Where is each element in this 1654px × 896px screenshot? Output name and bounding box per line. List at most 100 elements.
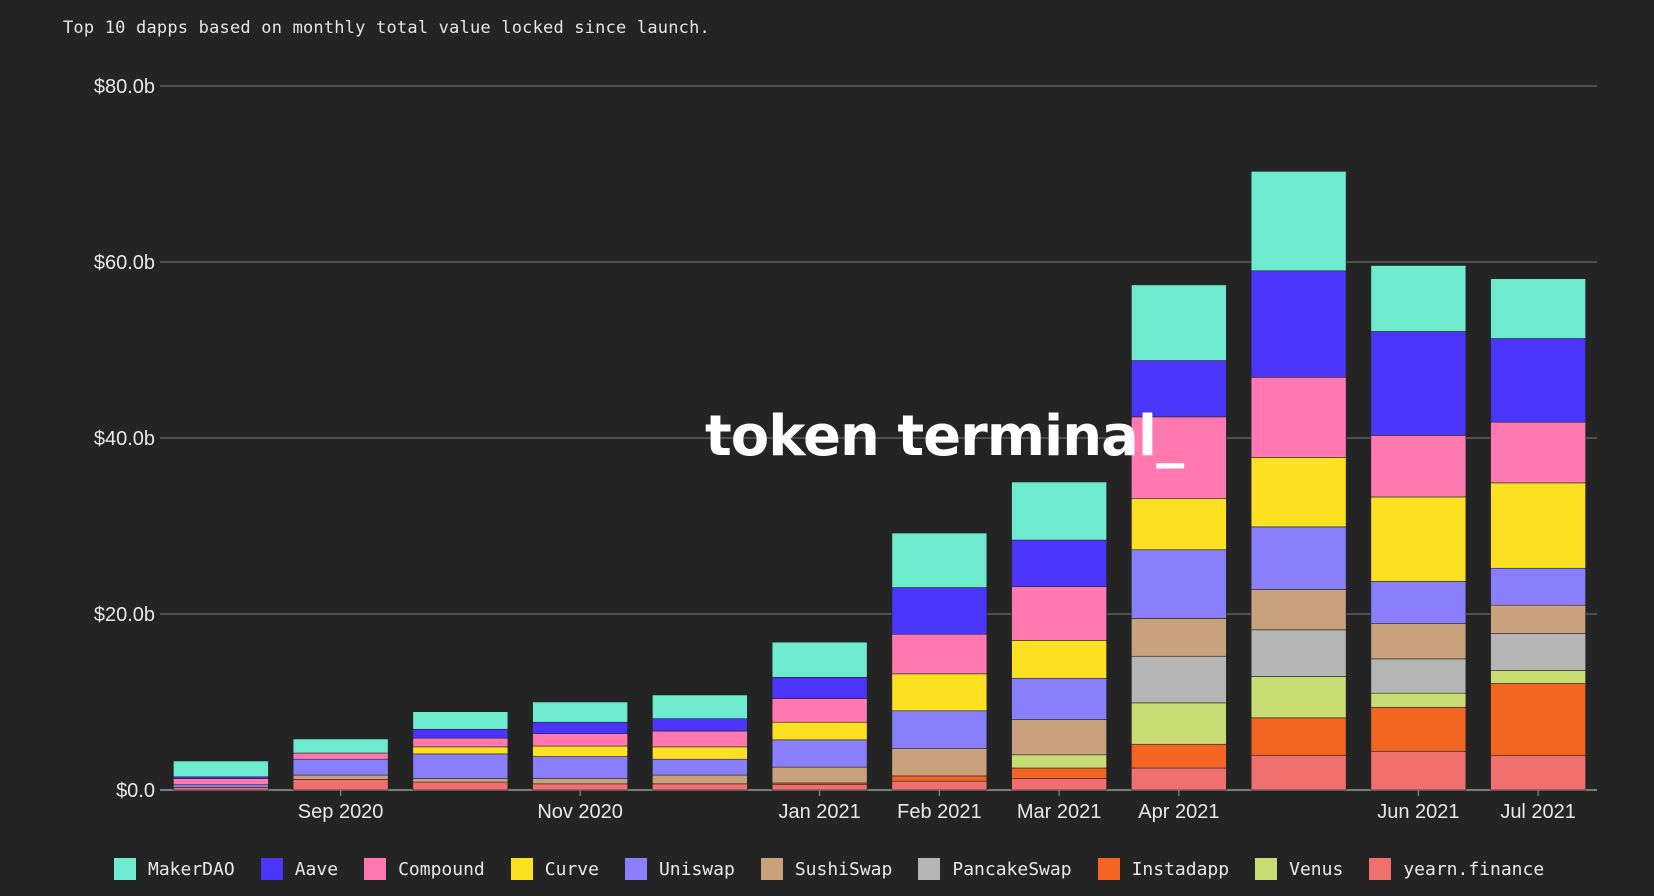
bar-segment[interactable] xyxy=(1011,754,1107,769)
bar-segment[interactable] xyxy=(1370,658,1467,694)
bar-segment[interactable] xyxy=(1250,171,1347,272)
bar-segment[interactable] xyxy=(1011,778,1107,791)
bar-segment[interactable] xyxy=(173,778,269,786)
legend-item[interactable]: Curve xyxy=(510,858,599,880)
bar-segment[interactable] xyxy=(1490,338,1586,423)
bar-segment[interactable] xyxy=(173,787,269,791)
bar-segment[interactable] xyxy=(1250,589,1347,631)
bar-segment[interactable] xyxy=(1490,482,1586,569)
bar-segment[interactable] xyxy=(771,698,868,723)
bar-segment[interactable] xyxy=(412,746,509,755)
bar-segment[interactable] xyxy=(412,778,509,783)
bar-segment[interactable] xyxy=(412,781,509,791)
bar-segment[interactable] xyxy=(532,745,628,757)
bar-segment[interactable] xyxy=(292,774,389,780)
legend-item[interactable]: MakerDAO xyxy=(114,858,235,880)
bar-segment[interactable] xyxy=(1370,331,1467,436)
bar-segment[interactable] xyxy=(1250,717,1347,756)
legend-item[interactable]: Venus xyxy=(1255,858,1343,880)
bar-segment[interactable] xyxy=(1250,676,1347,719)
bar-segment[interactable] xyxy=(891,673,988,712)
bar-segment[interactable] xyxy=(1490,755,1586,791)
bar-segment[interactable] xyxy=(891,633,988,675)
bar-segment[interactable] xyxy=(1370,692,1467,708)
bar-segment[interactable] xyxy=(1490,567,1586,606)
legend-item[interactable]: PancakeSwap xyxy=(918,858,1072,880)
bar-segment[interactable] xyxy=(1131,702,1227,745)
bar-segment[interactable] xyxy=(771,784,868,791)
bar-segment[interactable] xyxy=(1250,457,1347,528)
bar-segment[interactable] xyxy=(771,677,868,699)
bar-segment[interactable] xyxy=(891,780,988,791)
bar-segment[interactable] xyxy=(1011,719,1107,756)
bar-segment[interactable] xyxy=(1011,539,1107,588)
bar-segment[interactable] xyxy=(1370,435,1467,498)
bar-segment[interactable] xyxy=(1131,498,1227,551)
bar-segment[interactable] xyxy=(292,758,389,776)
bar-segment[interactable] xyxy=(1131,655,1227,704)
bar-segment[interactable] xyxy=(1490,604,1586,634)
bar-segment[interactable] xyxy=(532,778,628,785)
bar-segment[interactable] xyxy=(532,733,628,747)
bar-segment[interactable] xyxy=(891,532,988,588)
bar-segment[interactable] xyxy=(891,775,988,782)
bar-segment[interactable] xyxy=(1250,526,1347,590)
bar-segment[interactable] xyxy=(532,783,628,791)
bar-segment[interactable] xyxy=(532,756,628,779)
bar-segment[interactable] xyxy=(891,710,988,749)
bar-segment[interactable] xyxy=(1131,618,1227,657)
bar-segment[interactable] xyxy=(1490,683,1586,756)
bar-segment[interactable] xyxy=(652,746,748,760)
bar-segment[interactable] xyxy=(771,739,868,768)
bar-segment[interactable] xyxy=(771,766,868,784)
legend-item[interactable]: SushiSwap xyxy=(760,858,892,880)
bar-segment[interactable] xyxy=(1011,640,1107,679)
bar-segment[interactable] xyxy=(1131,284,1227,361)
legend-item[interactable]: Instadapp xyxy=(1097,858,1229,880)
bar-segment[interactable] xyxy=(173,760,269,778)
bar-segment[interactable] xyxy=(891,587,988,635)
bar-segment[interactable] xyxy=(1131,743,1227,769)
bar-segment[interactable] xyxy=(1370,496,1467,582)
bar-segment[interactable] xyxy=(1011,586,1107,641)
bar-segment[interactable] xyxy=(1490,278,1586,339)
bar-segment[interactable] xyxy=(1011,677,1107,720)
bar-segment[interactable] xyxy=(292,779,389,791)
bar-segment[interactable] xyxy=(1370,750,1467,791)
bar-segment[interactable] xyxy=(1250,376,1347,458)
bar-segment[interactable] xyxy=(1370,265,1467,332)
bar-segment[interactable] xyxy=(1370,623,1467,660)
bar-segment[interactable] xyxy=(891,748,988,777)
bar-segment[interactable] xyxy=(652,730,748,748)
bar-segment[interactable] xyxy=(1490,421,1586,484)
bar-segment[interactable] xyxy=(1370,581,1467,624)
legend-item[interactable]: yearn.finance xyxy=(1369,858,1544,880)
bar-segment[interactable] xyxy=(652,758,748,776)
bar-segment[interactable] xyxy=(1011,481,1107,541)
bar-segment[interactable] xyxy=(412,737,509,748)
bar-segment[interactable] xyxy=(1131,767,1227,791)
bar-segment[interactable] xyxy=(173,784,269,788)
bar-segment[interactable] xyxy=(1250,270,1347,378)
bar-segment[interactable] xyxy=(652,783,748,791)
bar-segment[interactable] xyxy=(1490,670,1586,684)
legend-item[interactable]: Compound xyxy=(364,858,485,880)
bar-segment[interactable] xyxy=(771,721,868,741)
bar-segment[interactable] xyxy=(412,711,509,730)
bar-segment[interactable] xyxy=(1490,633,1586,671)
bar-segment[interactable] xyxy=(771,641,868,678)
bar-segment[interactable] xyxy=(412,728,509,739)
bar-segment[interactable] xyxy=(1131,549,1227,619)
legend-item[interactable]: Uniswap xyxy=(624,858,735,880)
bar-segment[interactable] xyxy=(652,774,748,785)
bar-segment[interactable] xyxy=(532,721,628,734)
bar-segment[interactable] xyxy=(652,694,748,720)
bar-segment[interactable] xyxy=(1011,767,1107,779)
bar-segment[interactable] xyxy=(1370,706,1467,752)
bar-segment[interactable] xyxy=(1250,629,1347,677)
bar-segment[interactable] xyxy=(412,753,509,779)
legend-item[interactable]: Aave xyxy=(260,858,338,880)
bar-segment[interactable] xyxy=(292,738,389,754)
bar-segment[interactable] xyxy=(652,718,748,732)
bar-segment[interactable] xyxy=(292,752,389,760)
